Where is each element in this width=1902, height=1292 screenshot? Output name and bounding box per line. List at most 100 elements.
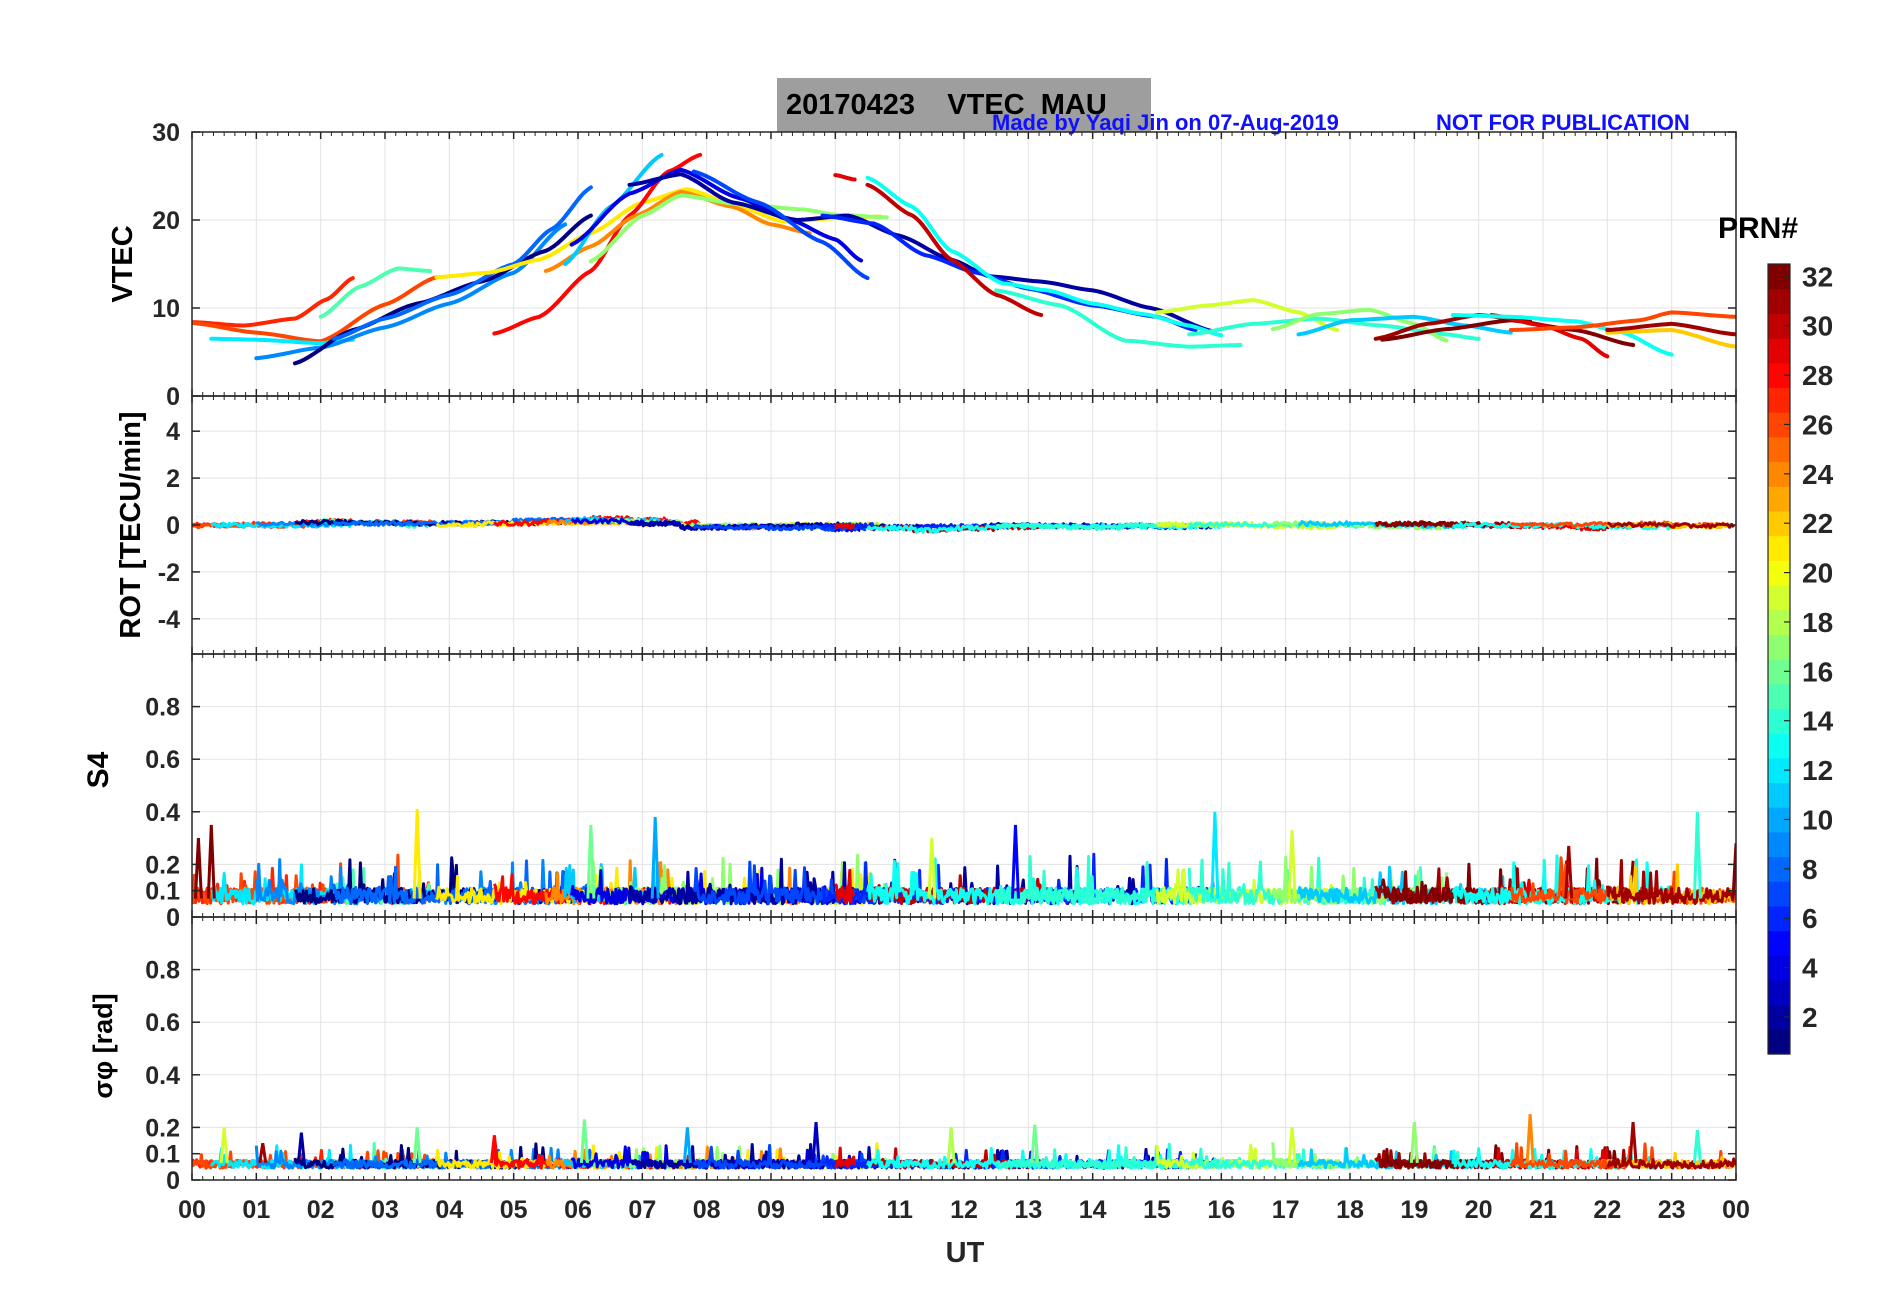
x-tick-label: 23 [1658,1196,1686,1224]
vtec-series-prn29 [1489,313,1610,359]
vtec-series-prn4 [569,167,864,263]
colorbar-tick-label: 14 [1802,706,1834,737]
colorbar-segment [1768,362,1790,389]
colorbar-tick-label: 32 [1802,261,1833,292]
s4-peak [1564,845,1574,899]
colorbar-segment [1768,905,1790,932]
colorbar-segment [1768,436,1790,463]
colorbar-segment [1768,733,1790,759]
x-tick-label: 07 [628,1196,656,1224]
x-tick-label: 21 [1529,1196,1557,1224]
colorbar-segment [1768,634,1790,660]
colorbar-segment [1768,708,1790,734]
figure-title: 20170423 VTEC MAU [786,89,1107,121]
colorbar-tick-label: 28 [1802,360,1833,391]
colorbar-tick-label: 8 [1802,854,1818,885]
s4-peak [927,838,937,899]
rot-ytick-label: 2 [166,465,180,493]
x-tick-label: 09 [757,1196,785,1224]
rot-ytick-label: 4 [166,418,180,446]
credit-text: Made by Yaqi Jin on 07-Aug-2019 [992,110,1339,135]
sigma_phi-peak [1030,1124,1040,1164]
colorbar-segment [1768,930,1790,956]
s4-ytick-label: 0 [166,904,180,932]
s4-ylabel: S4 [82,751,115,788]
vtec-series-prn24 [543,189,812,273]
vtec-series-prn17 [1270,307,1449,343]
s4-series-prn29 [834,868,856,905]
colorbar-frame [1767,263,1791,1055]
colorbar-segment [1768,535,1790,561]
sigma_phi-peak [1628,1122,1638,1164]
vtec-series-prn30 [865,182,1044,317]
s4-series-prn14 [994,855,1243,906]
colorbar-segment [1768,1029,1790,1055]
s4-ytick-label: 0.6 [145,746,180,774]
rot-series-prn7 [692,523,867,532]
sigma-ylabel: σφ [rad] [88,993,118,1098]
x-tick-label: 16 [1207,1196,1235,1224]
s4-peak [1287,830,1297,899]
sigma_phi-peak [412,1127,422,1164]
x-tick-label: 04 [435,1196,463,1224]
x-tick-label: 03 [371,1196,399,1224]
sigma_phi-ytick-label: 0 [166,1167,180,1195]
s4-ytick-label: 0.8 [145,694,180,722]
sigma_phi-peak [946,1127,956,1164]
colorbar-tick-label: 30 [1802,311,1833,342]
colorbar-tick-label: 6 [1802,903,1818,934]
vtec-series-prn13 [1450,313,1674,357]
x-tick-label: 08 [693,1196,721,1224]
sigma_phi-ytick-label: 0.8 [145,957,180,985]
sigma_phi-peak [1409,1122,1419,1164]
x-tick-label: 00 [178,1196,206,1224]
colorbar-tick-label: 24 [1802,459,1834,490]
x-tick-label: 13 [1014,1196,1042,1224]
colorbar-segment [1768,757,1790,784]
title-box [777,78,1151,132]
sigma_phi-peak [811,1122,821,1164]
x-tick-label: 19 [1400,1196,1428,1224]
rot-series-prn29 [834,522,856,530]
notice-text: NOT FOR PUBLICATION [1436,110,1690,135]
colorbar-segment [1768,856,1790,882]
colorbar-tick-label: 2 [1802,1002,1818,1033]
colorbar-tick-label: 12 [1802,755,1833,786]
rot-ytick-label: -4 [158,606,180,634]
s4-ytick-label: 0.4 [145,799,180,827]
vtec-ylabel: VTEC [107,225,139,302]
colorbar-segment [1768,510,1790,537]
vtec-series-prn26 [1508,310,1736,332]
s4-series-group [192,809,1736,906]
colorbar-segment [1768,782,1790,808]
s4-ytick-label: 0.2 [145,851,180,879]
vtec-series-prn7 [691,169,870,281]
colorbar-segment [1768,387,1790,413]
s4-peak [193,838,203,899]
colorbar-tick-label: 16 [1802,656,1833,687]
s4-peak [1010,824,1020,899]
vtec-series-prn15 [318,266,432,319]
colorbar-segment [1768,955,1790,981]
rot-ytick-label: -2 [158,559,180,587]
colorbar-segment [1768,313,1790,339]
colorbar-segment [1768,412,1790,438]
vtec-ytick-label: 10 [152,295,180,323]
vtec-series-prn2 [627,172,1217,334]
colorbar-tick-label: 22 [1802,508,1833,539]
sigma_phi-peak [258,1142,268,1164]
x-tick-label: 06 [564,1196,592,1224]
sigma_phi-peak [1692,1129,1702,1164]
x-tick-label: 18 [1336,1196,1364,1224]
x-tick-label: 01 [242,1196,270,1224]
vtec-ytick-label: 20 [152,207,180,235]
colorbar-tick-label: 20 [1802,558,1833,589]
rot-ytick-label: 0 [166,512,180,540]
sigma_phi-ytick-label: 0.2 [145,1114,180,1142]
vtec-series-prn31 [1605,321,1736,337]
s4-peak [1731,843,1736,899]
sigma_phi-peak [682,1127,692,1164]
colorbar-segment [1768,461,1790,487]
sigma_phi-ytick-label: 0.6 [145,1009,180,1037]
